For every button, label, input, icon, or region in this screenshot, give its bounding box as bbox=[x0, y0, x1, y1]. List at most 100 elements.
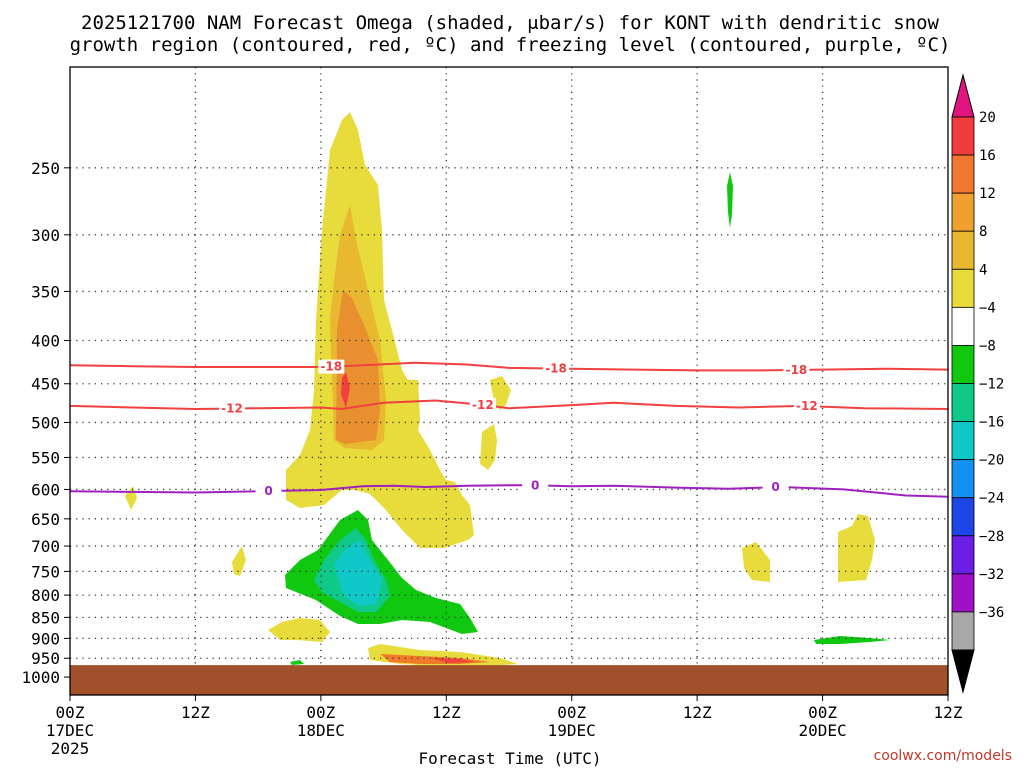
contour-label-0: 0 bbox=[531, 478, 539, 492]
ytick-label-1000: 1000 bbox=[21, 668, 60, 687]
xtick-time-72: 00Z bbox=[808, 703, 837, 722]
contour-label-bg bbox=[522, 478, 549, 493]
omega-region-13 bbox=[268, 618, 330, 642]
omega-region-18 bbox=[727, 172, 733, 228]
ytick-label-750: 750 bbox=[31, 562, 60, 581]
omega-region-17 bbox=[814, 636, 890, 644]
ytick-label-800: 800 bbox=[31, 586, 60, 605]
omega-shading bbox=[125, 112, 890, 666]
xtick-time-48: 00Z bbox=[557, 703, 586, 722]
omega-region-0 bbox=[286, 112, 474, 548]
colorbar-level-10: −24 bbox=[979, 491, 1004, 507]
xtick-time-84: 12Z bbox=[934, 703, 963, 722]
ytick-label-550: 550 bbox=[31, 448, 60, 467]
chart-title-line2: growth region (contoured, red, ºC) and f… bbox=[70, 34, 951, 56]
colorbar-band-10 bbox=[951, 497, 975, 537]
xtick-date-24: 18DEC bbox=[297, 721, 345, 740]
colorbar-band-13 bbox=[951, 611, 975, 651]
ytick-label-400: 400 bbox=[31, 331, 60, 350]
colorbar-bottom-triangle bbox=[951, 649, 975, 694]
contour-label-bg bbox=[543, 361, 570, 376]
omega-region-9 bbox=[838, 514, 875, 582]
omega-region-19 bbox=[290, 660, 304, 665]
colorbar-top-triangle bbox=[951, 73, 975, 118]
colorbar-level-12: −32 bbox=[979, 567, 1004, 583]
credit-link[interactable]: coolwx.com/models bbox=[874, 748, 1012, 764]
xtick-time-12: 12Z bbox=[181, 703, 210, 722]
ytick-label-600: 600 bbox=[31, 480, 60, 499]
omega-region-12 bbox=[334, 540, 382, 606]
contour-0 bbox=[69, 484, 949, 498]
contour-label-bg bbox=[469, 398, 496, 413]
omega-region-16 bbox=[430, 658, 474, 663]
colorbar-level-5: −4 bbox=[979, 300, 996, 316]
contour-lines: -18 -18 -18 -12 -12 -12 0 0 0 bbox=[69, 359, 949, 499]
contour-label-bg bbox=[783, 362, 810, 377]
colorbar-band-7 bbox=[951, 383, 975, 422]
ytick-label-250: 250 bbox=[31, 159, 60, 178]
colorbar-level-8: −16 bbox=[979, 415, 1004, 431]
xtick-time-60: 12Z bbox=[683, 703, 712, 722]
ytick-label-650: 650 bbox=[31, 510, 60, 529]
ytick-label-500: 500 bbox=[31, 413, 60, 432]
xtick-time-36: 12Z bbox=[432, 703, 461, 722]
ytick-label-450: 450 bbox=[31, 375, 60, 394]
colorbar-level-9: −20 bbox=[979, 453, 1004, 469]
colorbar-band-6 bbox=[951, 345, 975, 384]
colorbar-level-7: −12 bbox=[979, 377, 1004, 393]
colorbar-band-11 bbox=[951, 535, 975, 575]
chart-title-line1: 2025121700 NAM Forecast Omega (shaded, μ… bbox=[81, 12, 939, 34]
colorbar-level-11: −28 bbox=[979, 529, 1004, 545]
ytick-label-350: 350 bbox=[31, 282, 60, 301]
contour-label--18: -18 bbox=[320, 360, 342, 374]
contour-label-bg bbox=[255, 484, 282, 499]
ytick-label-700: 700 bbox=[31, 537, 60, 556]
contour-label-0: 0 bbox=[264, 484, 272, 498]
colorbar-band-1 bbox=[951, 154, 975, 194]
ytick-label-300: 300 bbox=[31, 226, 60, 245]
colorbar-level-3: 8 bbox=[979, 224, 987, 240]
colorbar-level-6: −8 bbox=[979, 338, 996, 354]
colorbar-level-4: 4 bbox=[979, 262, 987, 278]
colorbar-level-13: −36 bbox=[979, 605, 1004, 621]
xtick-time-0: 00Z bbox=[56, 703, 85, 722]
xtick-time-24: 00Z bbox=[306, 703, 335, 722]
ytick-label-950: 950 bbox=[31, 649, 60, 668]
xtick-date-0: 17DEC bbox=[46, 721, 94, 740]
ytick-label-850: 850 bbox=[31, 608, 60, 627]
y-axis-ticks: 250 300 350 400 450 500 550 600 650 700 750 800 850 9… bbox=[21, 159, 70, 687]
contour-label--12: -12 bbox=[796, 399, 818, 413]
colorbar-band-3 bbox=[951, 230, 975, 270]
xtick-date-48: 19DEC bbox=[548, 721, 596, 740]
contour-label-bg bbox=[219, 401, 246, 416]
contour-label-bg bbox=[318, 359, 345, 374]
colorbar-band-8 bbox=[951, 421, 975, 461]
contour-label-0: 0 bbox=[771, 480, 779, 494]
colorbar-band-2 bbox=[951, 192, 975, 232]
colorbar-level-1: 16 bbox=[979, 148, 996, 164]
colorbar-band-9 bbox=[951, 459, 975, 499]
contour--18 bbox=[69, 361, 949, 372]
colorbar-band-5 bbox=[951, 306, 975, 346]
colorbar-band-0 bbox=[951, 116, 975, 156]
omega-region-8 bbox=[742, 542, 770, 582]
contour-label--12: -12 bbox=[472, 398, 494, 412]
ytick-label-900: 900 bbox=[31, 629, 60, 648]
plot-frame bbox=[69, 66, 949, 696]
colorbar-level-0: 20 bbox=[979, 110, 996, 126]
omega-region-7 bbox=[232, 546, 246, 576]
omega-region-10 bbox=[285, 510, 478, 634]
omega-region-3 bbox=[341, 372, 350, 408]
omega-region-5 bbox=[480, 424, 497, 470]
terrain-below-ground bbox=[70, 665, 948, 695]
xtick-year-0: 2025 bbox=[51, 739, 90, 758]
xtick-date-72: 20DEC bbox=[798, 721, 846, 740]
colorbar-level-2: 12 bbox=[979, 186, 996, 202]
contour-label-bg bbox=[762, 480, 789, 495]
contour-label--12: -12 bbox=[221, 402, 243, 416]
contour-label--18: -18 bbox=[786, 363, 808, 377]
grid-lines bbox=[70, 67, 948, 695]
colorbar: 20 16 12 8 4 −4 −8 −12 −16 −20 −24 −28 −32 −36 bbox=[951, 73, 1004, 694]
